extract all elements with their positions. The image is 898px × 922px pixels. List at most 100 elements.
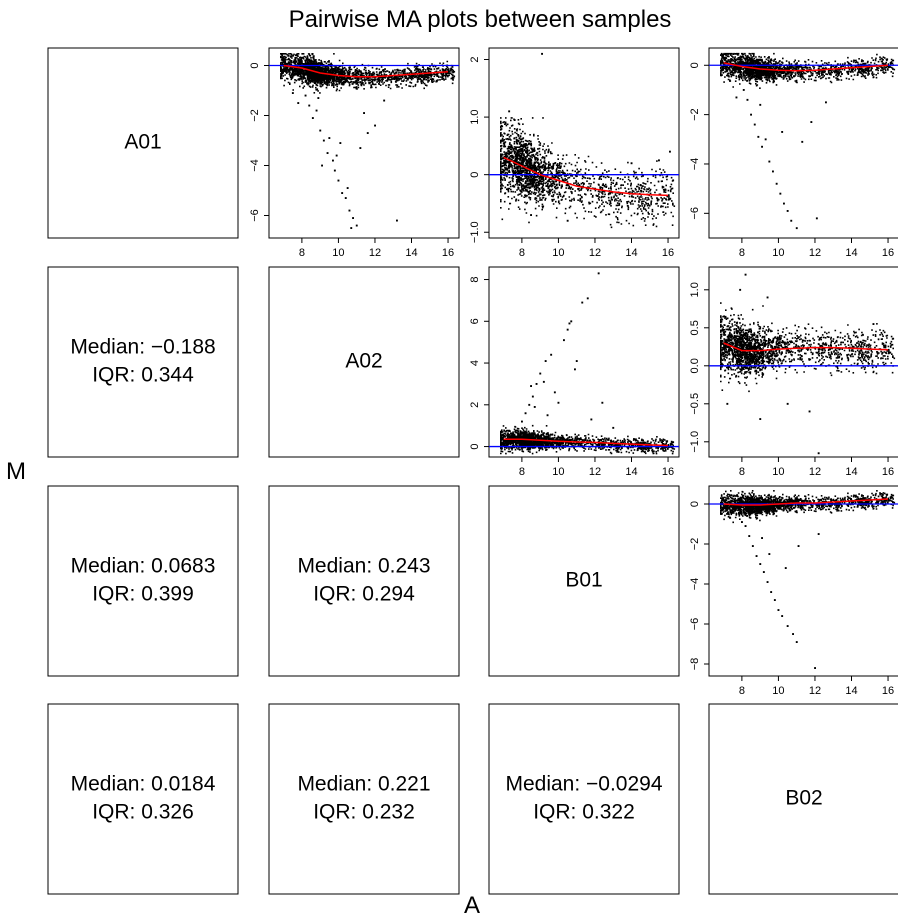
y-tick-label: 4: [469, 360, 481, 366]
iqr-stat: IQR: 0.326: [92, 801, 194, 824]
outlier-point: [808, 410, 811, 413]
outlier-point: [322, 139, 325, 142]
sample-label: A01: [124, 131, 161, 154]
outlier-point: [590, 418, 593, 421]
median-stat: Median: 0.0683: [71, 555, 216, 578]
y-tick-label: 0: [249, 62, 261, 68]
sample-label: B02: [785, 787, 822, 810]
outlier-point: [531, 395, 534, 398]
outlier-point: [291, 92, 294, 94]
outlier-point: [374, 124, 376, 127]
outlier-point: [784, 567, 787, 569]
outlier-point: [341, 192, 344, 194]
panel-frame: [488, 47, 680, 239]
outlier-point: [766, 296, 769, 299]
sample-label: B01: [565, 569, 602, 592]
panel-frame: [268, 47, 460, 239]
outlier-point: [557, 401, 560, 404]
outlier-point: [521, 420, 523, 423]
outlier-point: [396, 219, 398, 222]
x-tick-label: 14: [845, 247, 857, 259]
outlier-point: [741, 521, 743, 523]
loess-curve: [283, 64, 449, 78]
ma-panel: 8 10 12 14 16 −1.0 −0.5 0.0 0.5 1.0: [689, 273, 898, 478]
panel-frame: [268, 703, 460, 895]
outlier-point: [764, 138, 767, 141]
outlier-point: [297, 102, 300, 104]
outlier-point: [739, 288, 742, 291]
outlier-point: [328, 137, 331, 139]
outlier-point: [601, 401, 604, 404]
x-tick-label: 14: [405, 247, 417, 259]
panel-frame: [708, 266, 898, 458]
panel-plot-area: [269, 53, 459, 229]
panel-frame: [268, 266, 460, 458]
outlier-point: [746, 98, 749, 101]
outlier-point: [815, 217, 818, 220]
x-tick-label: 16: [882, 247, 894, 259]
outlier-point: [315, 109, 318, 112]
ma-panel: 8 10 12 14 16 −1.0 0 1.0 2: [469, 52, 679, 259]
outlier-point: [817, 533, 820, 535]
panel-frame: [708, 47, 898, 239]
outlier-point: [355, 224, 358, 227]
outlier-point: [508, 110, 511, 113]
panel-frame: [488, 266, 680, 458]
point-cloud: [280, 53, 456, 94]
outlier-point: [795, 227, 798, 230]
outlier-point: [335, 154, 338, 157]
y-tick-label: 0.0: [689, 358, 701, 373]
loess-curve: [723, 498, 889, 506]
outlier-point: [321, 164, 323, 167]
outlier-point: [597, 272, 600, 275]
panel-frame: [488, 703, 680, 895]
outlier-point: [612, 426, 615, 429]
outlier-point: [383, 99, 386, 102]
loess-curve: [503, 438, 669, 447]
y-tick-label: 0: [469, 443, 481, 449]
outlier-point: [541, 52, 543, 55]
outlier-point: [768, 553, 771, 555]
outlier-point: [801, 140, 804, 143]
x-tick-label: 16: [662, 247, 674, 259]
median-stat: Median: −0.188: [70, 336, 215, 359]
panel-plot-area: [489, 272, 679, 455]
x-tick-label: 8: [299, 247, 305, 259]
x-tick-label: 14: [845, 466, 857, 478]
outlier-point: [786, 210, 789, 212]
outlier-point: [546, 414, 549, 417]
outlier-point: [326, 152, 329, 154]
outlier-point: [630, 162, 633, 165]
loess-curve: [503, 156, 669, 197]
x-tick-label: 16: [882, 685, 894, 697]
outlier-point: [790, 219, 793, 222]
panel-plot-area: [489, 52, 679, 229]
x-tick-label: 10: [552, 247, 564, 259]
ma-panel: 8 10 12 14 16 0 −2 −4 −6: [689, 52, 898, 259]
outlier-point: [352, 217, 354, 219]
y-tick-label: 1.0: [469, 109, 481, 124]
outlier-point: [759, 103, 762, 106]
panel-frame: [47, 485, 239, 677]
outlier-point: [759, 418, 762, 420]
outlier-point: [761, 537, 763, 539]
outlier-point: [781, 131, 784, 133]
outlier-point: [533, 406, 536, 408]
x-tick-label: 12: [589, 466, 601, 478]
y-tick-label: 8: [469, 276, 481, 282]
y-tick-label: −2: [689, 108, 701, 121]
outlier-point: [333, 169, 336, 172]
y-tick-label: −1.0: [469, 221, 481, 243]
x-tick-label: 16: [442, 247, 454, 259]
x-tick-label: 12: [809, 685, 821, 697]
panel-frame: [708, 485, 898, 677]
y-tick-label: −4: [689, 578, 701, 591]
outlier-point: [766, 581, 769, 583]
outlier-point: [755, 555, 758, 557]
outlier-point: [359, 147, 362, 149]
panel-frame: [47, 703, 239, 895]
iqr-stat: IQR: 0.322: [533, 801, 635, 824]
iqr-stat: IQR: 0.344: [92, 364, 194, 387]
median-stat: Median: 0.243: [297, 555, 430, 578]
outlier-point: [773, 599, 776, 601]
